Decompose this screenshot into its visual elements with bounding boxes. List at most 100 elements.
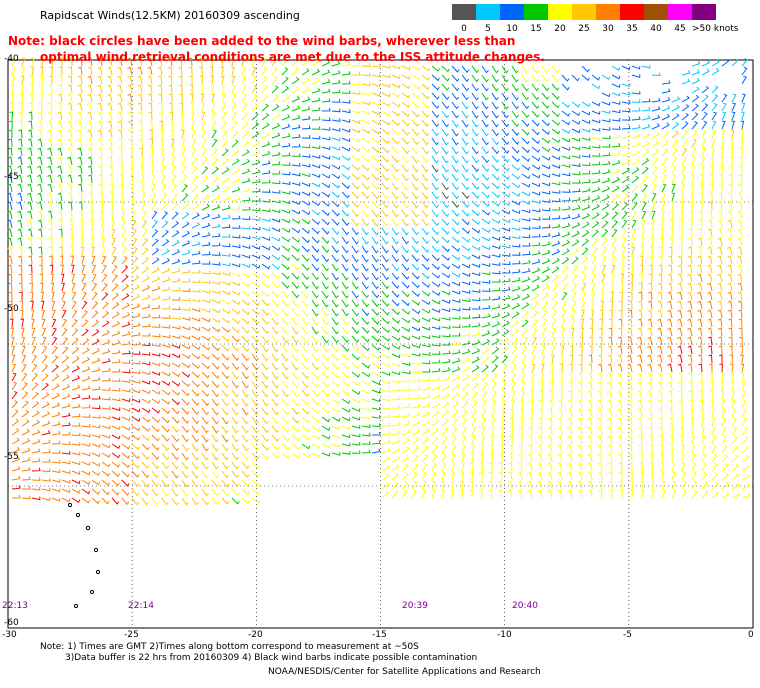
wind-barb: [141, 470, 150, 478]
wind-barb: [101, 273, 108, 283]
wind-barb: [740, 363, 745, 373]
wind-barb: [157, 66, 163, 76]
wind-barb: [431, 368, 441, 373]
wind-barb: [281, 281, 290, 289]
wind-barb: [191, 317, 201, 322]
wind-barb: [291, 105, 301, 112]
wind-barb: [461, 155, 469, 164]
wind-barb: [591, 212, 600, 220]
wind-barb: [41, 478, 51, 482]
wind-barb: [471, 289, 481, 293]
wind-barb: [301, 281, 310, 290]
wind-barb: [461, 426, 467, 436]
wind-barb: [191, 497, 199, 506]
wind-barb: [401, 209, 409, 218]
wind-barb: [451, 92, 460, 101]
wind-barb: [181, 240, 191, 247]
wind-barb: [681, 156, 687, 166]
wind-barb: [18, 138, 23, 148]
wind-barb: [621, 108, 631, 113]
wind-barb: [650, 237, 655, 247]
wind-barb: [571, 74, 580, 82]
wind-barb: [129, 165, 134, 175]
wind-barb: [531, 258, 541, 265]
wind-barb: [11, 75, 16, 85]
wind-barb: [501, 101, 509, 110]
wind-barb: [591, 83, 601, 90]
wind-barb: [581, 145, 591, 150]
wind-barb: [411, 101, 420, 109]
wind-barb: [401, 472, 409, 481]
wind-barb: [301, 362, 309, 371]
wind-barb: [411, 263, 420, 271]
wind-barb: [61, 412, 71, 418]
wind-barb: [221, 416, 229, 425]
wind-barb: [581, 101, 591, 107]
wind-barb: [371, 272, 379, 281]
wind-barb: [241, 407, 249, 416]
wind-barb: [271, 227, 281, 233]
wind-barb: [281, 272, 290, 280]
wind-barb: [501, 253, 511, 257]
wind-barb: [627, 426, 633, 436]
wind-barb: [81, 395, 91, 400]
wind-barb: [18, 129, 23, 139]
wind-barb: [381, 299, 390, 307]
wind-barb: [621, 125, 631, 130]
wind-barb: [281, 290, 290, 299]
wind-barb: [688, 228, 693, 238]
wind-barb: [609, 309, 613, 319]
wind-barb: [561, 74, 570, 82]
wind-barb: [361, 92, 371, 96]
wind-barb: [668, 390, 673, 400]
wind-barb: [77, 84, 83, 94]
wind-barb: [729, 156, 734, 166]
wind-barb: [391, 326, 401, 333]
wind-barb: [211, 102, 216, 112]
wind-barb: [587, 408, 593, 418]
wind-barb: [261, 299, 270, 307]
wind-barb: [191, 138, 197, 148]
wind-barb: [591, 291, 596, 301]
wind-barb: [411, 326, 421, 332]
wind-barb: [711, 129, 716, 139]
colorbar-swatch: [452, 4, 476, 20]
wind-barb: [738, 174, 743, 184]
wind-barb: [729, 354, 734, 364]
wind-barb: [601, 152, 611, 157]
wind-barb: [570, 336, 575, 346]
wind-barb: [547, 435, 553, 445]
wind-barb: [698, 219, 703, 229]
wind-barb: [521, 191, 531, 197]
wind-barb: [711, 472, 719, 481]
wind-barb: [221, 353, 230, 361]
wind-barb: [421, 489, 427, 499]
wind-barb: [121, 312, 131, 319]
wind-barb: [57, 147, 63, 157]
wind-barb: [421, 299, 431, 306]
wind-barb: [571, 196, 581, 202]
wind-barb: [591, 153, 601, 157]
wind-barb: [61, 393, 71, 400]
wind-barb: [491, 364, 499, 373]
lon-tick-label: -10: [497, 630, 512, 640]
wind-barb: [671, 96, 681, 103]
wind-barb: [677, 291, 683, 301]
wind-barb: [361, 424, 371, 429]
wind-barb: [569, 345, 574, 355]
wind-barb: [471, 146, 479, 155]
wind-barb: [281, 58, 288, 67]
wind-barb: [371, 245, 379, 254]
wind-barb: [707, 255, 713, 265]
wind-barb: [321, 182, 331, 189]
wind-barb: [29, 93, 33, 103]
wind-barb: [739, 336, 743, 346]
wind-barb: [431, 419, 440, 427]
wind-barb: [37, 210, 43, 220]
wind-barb: [371, 173, 380, 181]
wind-barb: [27, 174, 33, 184]
wind-barb: [321, 245, 330, 253]
wind-barb: [111, 237, 116, 247]
wind-barb: [28, 273, 33, 282]
wind-barb: [151, 276, 161, 283]
